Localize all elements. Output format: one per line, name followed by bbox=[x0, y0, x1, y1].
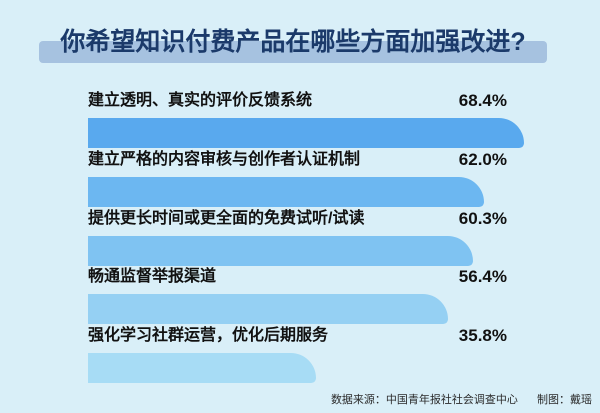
chart-row: 提供更长时间或更全面的免费试听/试读 60.3% bbox=[88, 208, 558, 266]
bar bbox=[88, 118, 524, 148]
bar bbox=[88, 294, 448, 324]
data-source-text: 数据来源：中国青年报社社会调查中心 bbox=[330, 394, 518, 406]
chart-row: 建立透明、真实的评价反馈系统 68.4% bbox=[88, 90, 558, 148]
title-band bbox=[39, 41, 547, 63]
label-line: 提供更长时间或更全面的免费试听/试读 60.3% bbox=[88, 208, 558, 230]
category-label: 建立透明、真实的评价反馈系统 bbox=[88, 92, 313, 109]
label-line: 强化学习社群运营，优化后期服务 35.8% bbox=[88, 325, 558, 347]
bar bbox=[88, 177, 484, 207]
label-line: 建立透明、真实的评价反馈系统 68.4% bbox=[88, 90, 558, 112]
category-label: 强化学习社群运营，优化后期服务 bbox=[88, 327, 329, 344]
footer: 数据来源：中国青年报社社会调查中心 制图：戴瑶 bbox=[331, 391, 592, 407]
label-line: 畅通监督举报渠道 56.4% bbox=[88, 266, 558, 288]
credit-text: 制图：戴瑶 bbox=[537, 394, 592, 406]
value-label: 62.0% bbox=[458, 150, 507, 169]
label-line: 建立严格的内容审核与创作者认证机制 62.0% bbox=[88, 149, 558, 171]
category-label: 畅通监督举报渠道 bbox=[88, 268, 217, 285]
category-label: 建立严格的内容审核与创作者认证机制 bbox=[88, 151, 361, 168]
value-label: 35.8% bbox=[458, 326, 507, 345]
value-label: 68.4% bbox=[458, 91, 507, 110]
value-label: 60.3% bbox=[458, 209, 507, 228]
bar bbox=[88, 353, 316, 383]
chart-row: 建立严格的内容审核与创作者认证机制 62.0% bbox=[88, 149, 558, 207]
bar bbox=[88, 236, 473, 266]
category-label: 提供更长时间或更全面的免费试听/试读 bbox=[88, 210, 365, 227]
page-title: 你希望知识付费产品在哪些方面加强改进? bbox=[60, 28, 526, 56]
value-label: 56.4% bbox=[458, 267, 507, 286]
chart-row: 强化学习社群运营，优化后期服务 35.8% bbox=[88, 325, 558, 383]
bar-chart: 建立透明、真实的评价反馈系统 68.4% 建立严格的内容审核与创作者认证机制 6… bbox=[88, 0, 558, 413]
chart-row: 畅通监督举报渠道 56.4% bbox=[88, 266, 558, 324]
